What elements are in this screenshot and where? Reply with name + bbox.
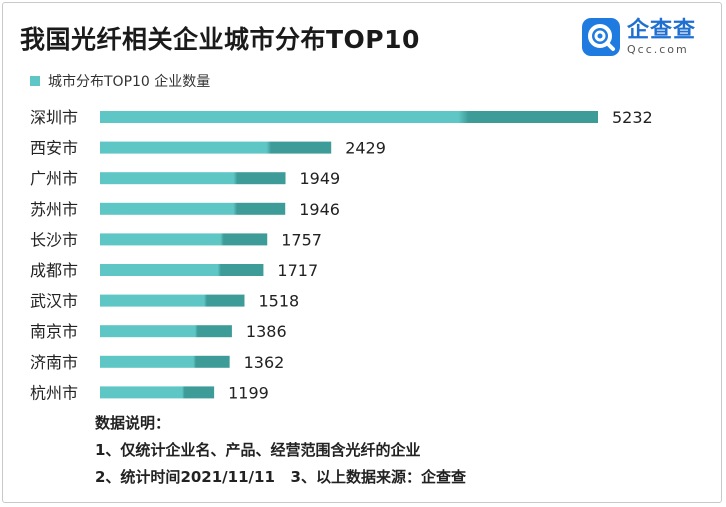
category-label: 武汉市 bbox=[30, 292, 78, 311]
data-notes: 数据说明： 1、仅统计企业名、产品、经营范围含光纤的企业 2、统计时间2021/… bbox=[95, 410, 466, 491]
chart-frame bbox=[2, 2, 722, 503]
bar-value-label: 1199 bbox=[228, 383, 269, 402]
bar bbox=[100, 172, 286, 185]
bar-value-label: 2429 bbox=[345, 139, 386, 158]
bar bbox=[100, 325, 232, 338]
bar-value-label: 1946 bbox=[299, 200, 340, 219]
notes-line-1: 1、仅统计企业名、产品、经营范围含光纤的企业 bbox=[95, 441, 421, 459]
chart-title: 我国光纤相关企业城市分布TOP10 bbox=[20, 25, 420, 54]
category-label: 济南市 bbox=[30, 353, 78, 372]
bar bbox=[100, 233, 268, 246]
bar bbox=[100, 386, 215, 399]
bar-value-label: 5232 bbox=[612, 108, 653, 127]
category-label: 杭州市 bbox=[30, 383, 78, 402]
bar-value-label: 1386 bbox=[246, 322, 287, 341]
bar-value-label: 1717 bbox=[277, 261, 318, 280]
logo-name: 企查查 bbox=[627, 17, 697, 43]
legend-swatch bbox=[30, 76, 40, 86]
category-label: 深圳市 bbox=[30, 108, 78, 127]
bar-value-label: 1949 bbox=[300, 169, 341, 188]
notes-line-2: 2、统计时间2021/11/11 3、以上数据来源：企查查 bbox=[95, 468, 466, 486]
bar bbox=[100, 264, 264, 276]
bar bbox=[100, 355, 230, 368]
bar-value-label: 1518 bbox=[258, 292, 299, 311]
logo-domain: Qcc.com bbox=[627, 42, 689, 56]
category-label: 南京市 bbox=[30, 322, 78, 341]
category-label: 苏州市 bbox=[30, 200, 78, 219]
logo: 企查查 Qcc.com bbox=[582, 18, 696, 56]
bar-value-label: 1757 bbox=[281, 230, 322, 249]
legend-label: 城市分布TOP10 企业数量 bbox=[48, 74, 211, 90]
notes-heading: 数据说明： bbox=[95, 414, 171, 432]
bar-value-label: 1362 bbox=[244, 353, 285, 372]
legend: 城市分布TOP10 企业数量 bbox=[30, 71, 210, 91]
category-label: 广州市 bbox=[30, 169, 78, 188]
bar bbox=[100, 111, 598, 123]
bar bbox=[100, 141, 332, 154]
category-label: 西安市 bbox=[30, 139, 78, 158]
category-label: 长沙市 bbox=[30, 230, 78, 249]
bar bbox=[100, 294, 245, 307]
qcc-logo-icon bbox=[582, 18, 620, 56]
bar bbox=[100, 202, 286, 215]
category-label: 成都市 bbox=[30, 261, 78, 280]
